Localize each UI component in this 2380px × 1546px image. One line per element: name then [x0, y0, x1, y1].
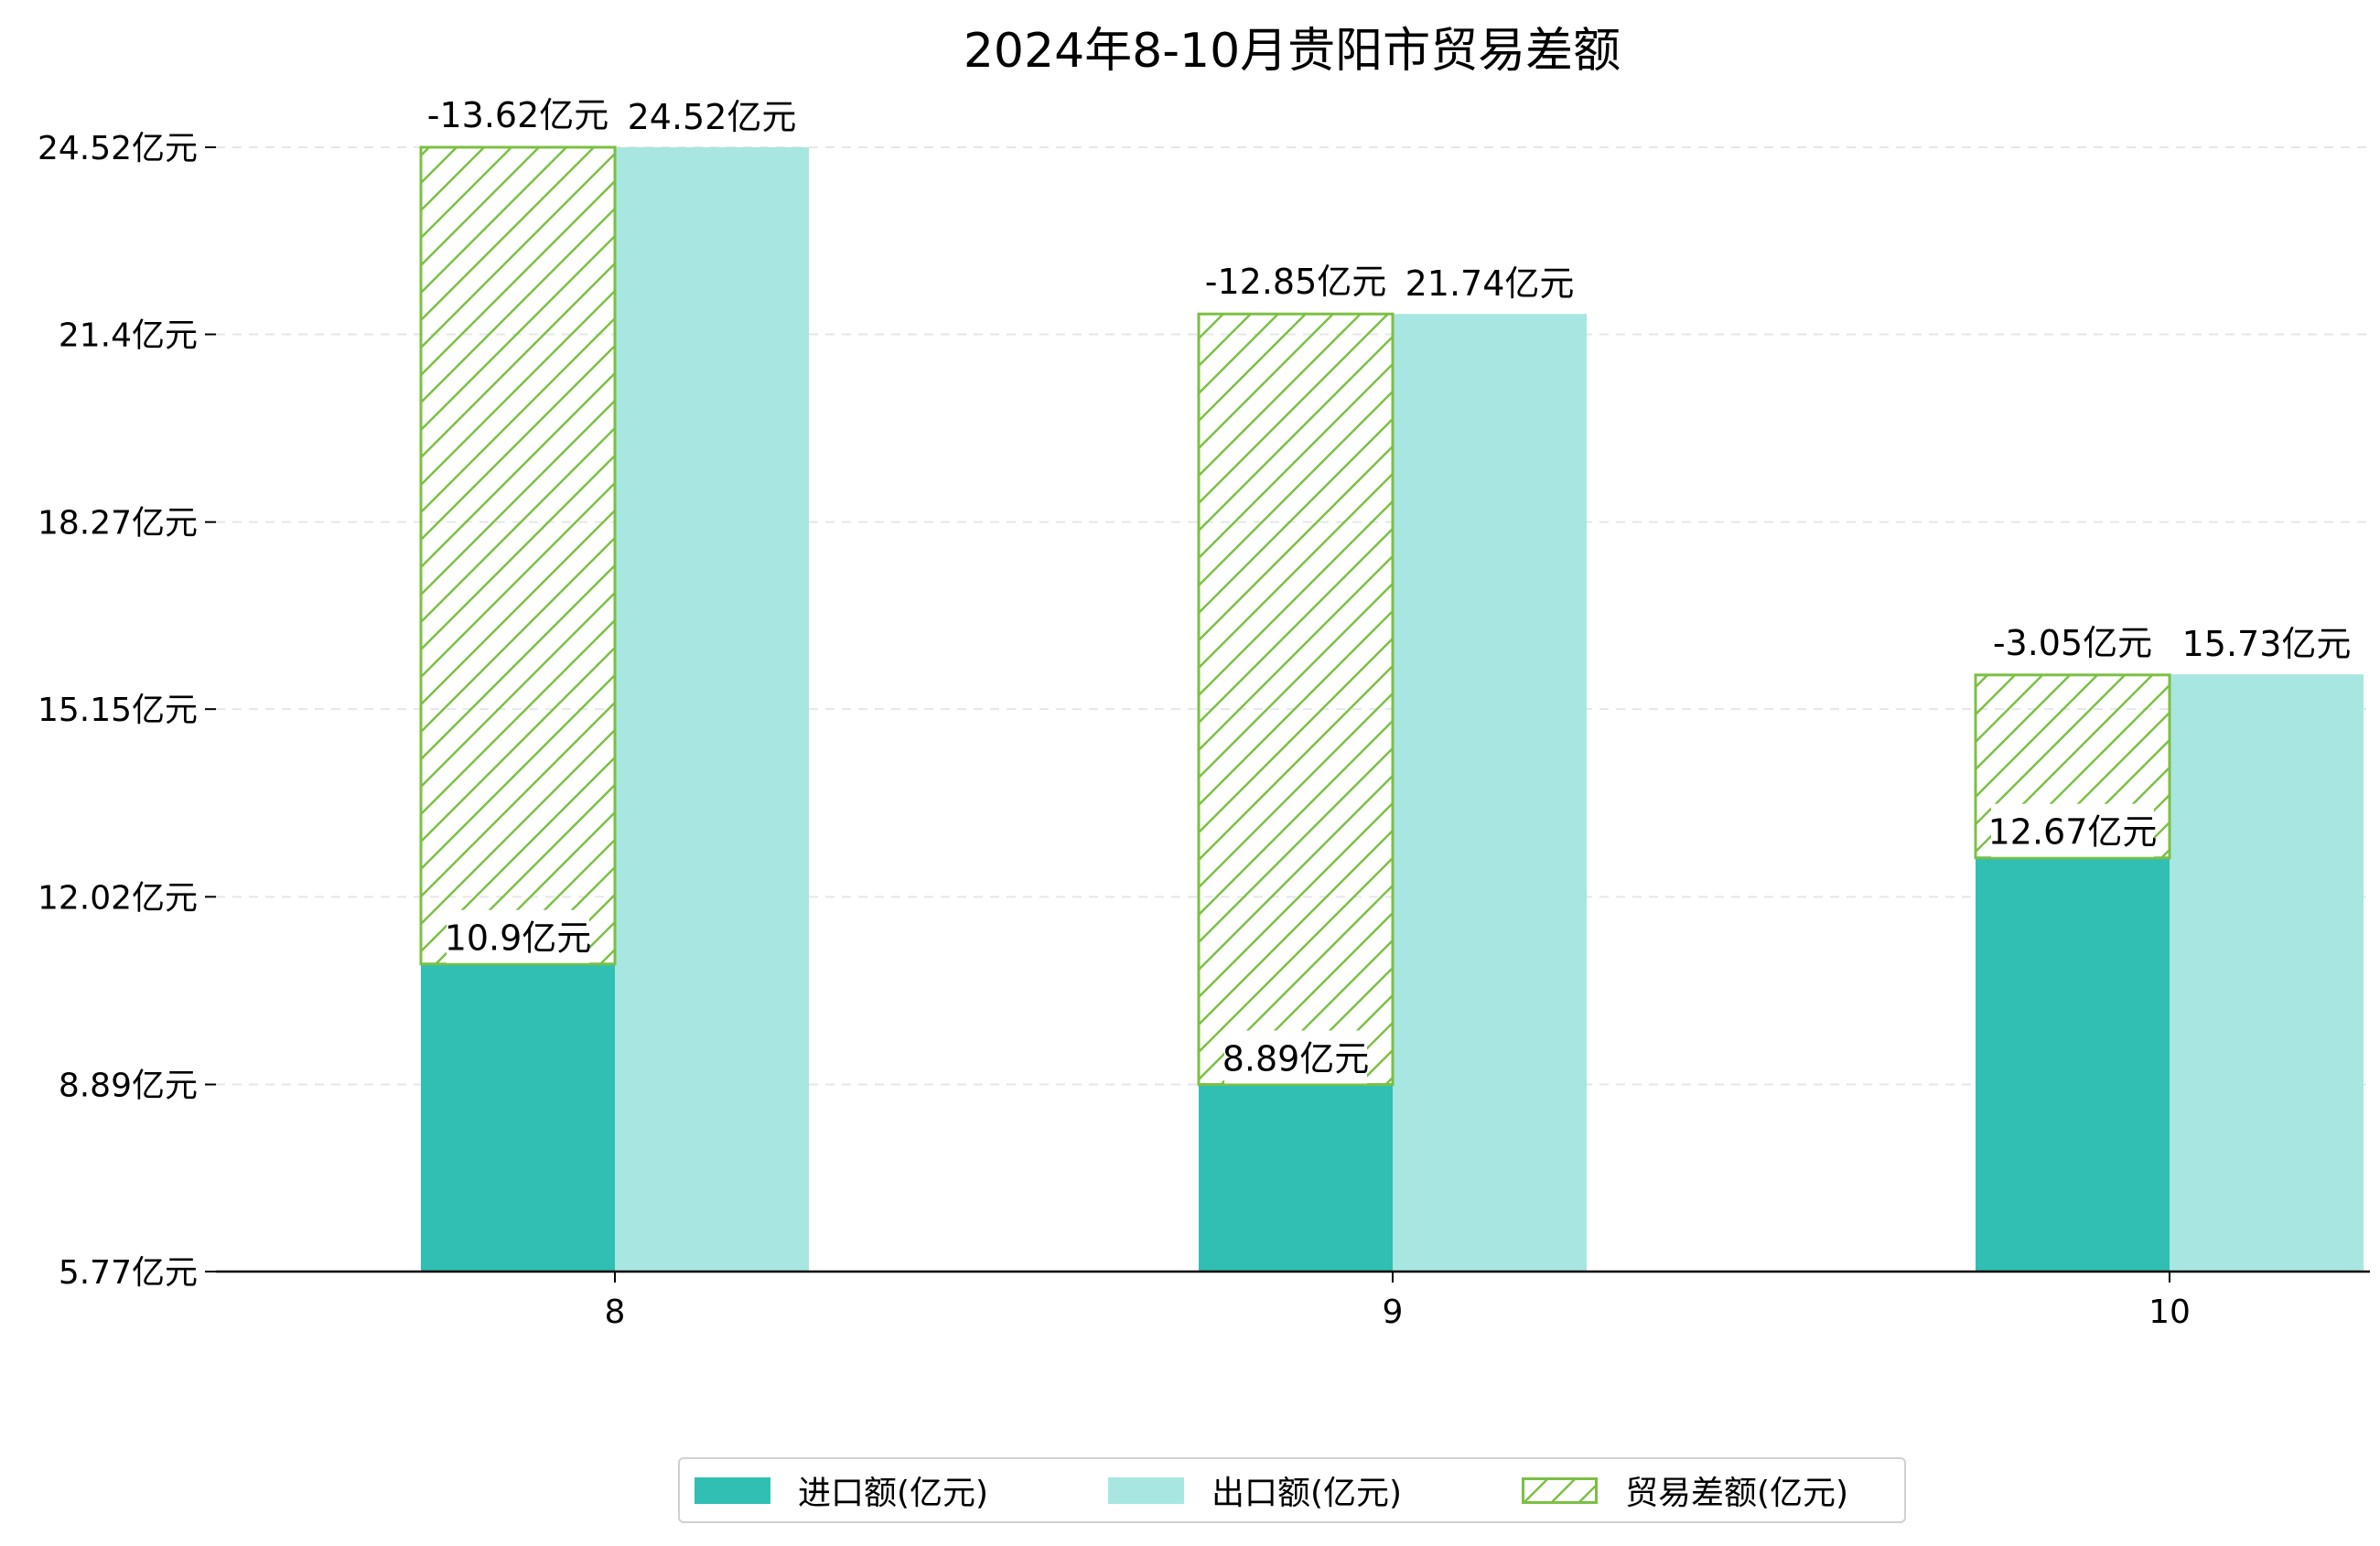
bar-export — [2170, 674, 2364, 1272]
data-label-balance: -3.05亿元 — [1991, 614, 2154, 668]
data-label-export-bg — [2185, 616, 2348, 670]
data-label-balance-bg — [1204, 253, 1387, 307]
data-label-balance-bg — [1991, 614, 2154, 668]
bar-balance — [419, 145, 617, 966]
y-tick-label: 5.77亿元 — [59, 1254, 198, 1292]
data-label-export-text: 15.73亿元 — [2182, 624, 2352, 664]
legend-label-export: 出口额(亿元) — [1212, 1475, 1403, 1512]
bars — [419, 145, 2364, 1272]
data-label-balance-bg — [426, 87, 609, 140]
x-tick-label: 8 — [605, 1294, 626, 1331]
data-label-export: 21.74亿元 — [1405, 255, 1575, 309]
data-label-import: 12.67亿元 — [1988, 803, 2158, 857]
legend-label-import: 进口额(亿元) — [798, 1475, 989, 1512]
data-label-import-text: 12.67亿元 — [1988, 812, 2158, 853]
data-label-balance: -12.85亿元 — [1204, 253, 1387, 307]
data-label-import-bg — [1991, 803, 2154, 857]
legend-swatch-import — [695, 1476, 770, 1504]
data-label-import: 8.89亿元 — [1222, 1030, 1370, 1084]
data-label-export: 15.73亿元 — [2182, 616, 2352, 670]
legend: 进口额(亿元) 出口额(亿元) 贸易差额(亿元) — [678, 1457, 1906, 1523]
data-label-export-bg — [1408, 255, 1571, 309]
y-tick-label: 24.52亿元 — [38, 130, 198, 167]
data-label-balance-text: -13.62亿元 — [427, 95, 609, 135]
bar-balance — [1197, 312, 1395, 1086]
y-tick-label: 15.15亿元 — [38, 692, 198, 729]
legend-item-export: 出口额(亿元) — [1108, 1459, 1402, 1521]
data-label-export-text: 21.74亿元 — [1405, 263, 1575, 304]
legend-swatch-balance — [1522, 1476, 1598, 1504]
y-tick-label: 21.4亿元 — [59, 317, 198, 355]
chart-title: 2024年8-10月贵阳市贸易差额 — [964, 24, 1621, 79]
bar-export — [1393, 314, 1587, 1272]
data-labels: 10.9亿元 24.52亿元 -13.62亿元 8.89亿元 21.74亿元 -12.85… — [426, 87, 2352, 1084]
bar-import — [1199, 1084, 1393, 1272]
legend-item-import: 进口额(亿元) — [695, 1459, 988, 1521]
data-label-export-bg — [630, 89, 793, 142]
data-label-import: 10.9亿元 — [445, 909, 592, 963]
data-label-import-bg — [447, 909, 589, 963]
bar-import — [421, 963, 615, 1272]
data-label-import-text: 8.89亿元 — [1222, 1038, 1370, 1079]
data-label-import-text: 10.9亿元 — [445, 918, 592, 959]
data-label-import-bg — [1224, 1030, 1367, 1084]
legend-swatch-export — [1108, 1476, 1184, 1504]
x-tick-label: 10 — [2148, 1294, 2191, 1331]
y-tick-label: 12.02亿元 — [38, 879, 198, 917]
data-label-export: 24.52亿元 — [628, 89, 797, 142]
legend-item-balance: 贸易差额(亿元) — [1522, 1459, 1848, 1521]
bar-export — [615, 147, 809, 1272]
data-label-balance: -13.62亿元 — [426, 87, 609, 140]
y-tick-label: 18.27亿元 — [38, 505, 198, 542]
y-tick-label: 8.89亿元 — [59, 1067, 198, 1104]
data-label-export-text: 24.52亿元 — [628, 97, 797, 137]
data-label-balance-text: -3.05亿元 — [1993, 623, 2152, 663]
legend-label-balance: 贸易差额(亿元) — [1625, 1475, 1849, 1512]
data-label-balance-text: -12.85亿元 — [1205, 262, 1387, 302]
bar-import — [1976, 857, 2170, 1272]
x-tick-label: 9 — [1383, 1294, 1404, 1331]
axes: 5.77亿元 8.89亿元 12.02亿元 15.15亿元 18.27亿元 21.4亿元 2… — [38, 130, 2370, 1331]
